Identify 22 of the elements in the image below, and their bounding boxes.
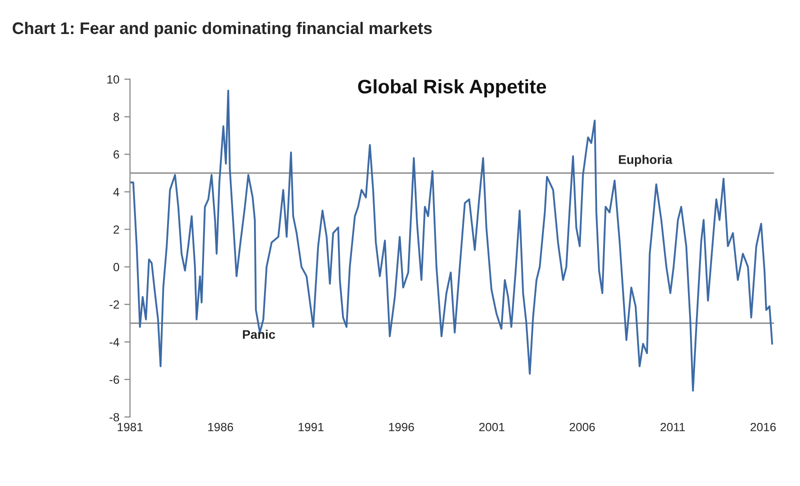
- x-tick-label: 1986: [208, 422, 234, 432]
- chart-title: Chart 1: Fear and panic dominating financial markets: [12, 22, 432, 38]
- y-tick-label: -6: [110, 375, 120, 384]
- y-tick-label: -4: [110, 338, 120, 346]
- chart-subtitle: Global Risk Appetite: [358, 79, 546, 98]
- y-tick-label: 6: [114, 150, 120, 159]
- ref-line-label: Euphoria: [618, 154, 672, 166]
- y-tick-label: -8: [110, 413, 120, 422]
- x-tick-label: 2001: [479, 422, 504, 432]
- y-tick-label: 0: [113, 262, 120, 272]
- y-tick-label: 2: [114, 225, 119, 234]
- y-tick-label: -2: [110, 300, 119, 309]
- x-tick-label: 1991: [298, 422, 324, 432]
- x-tick-label: 1981: [118, 422, 143, 432]
- x-tick-label: 2011: [660, 422, 685, 432]
- ref-line-label: Panic: [242, 330, 276, 339]
- x-tick-label: 1996: [389, 422, 414, 432]
- y-tick-label: 4: [113, 188, 120, 196]
- x-tick-label: 2006: [570, 422, 595, 432]
- x-tick-label: 2016: [750, 422, 776, 432]
- y-tick-label: 10: [107, 75, 120, 84]
- y-tick-label: 8: [114, 112, 120, 122]
